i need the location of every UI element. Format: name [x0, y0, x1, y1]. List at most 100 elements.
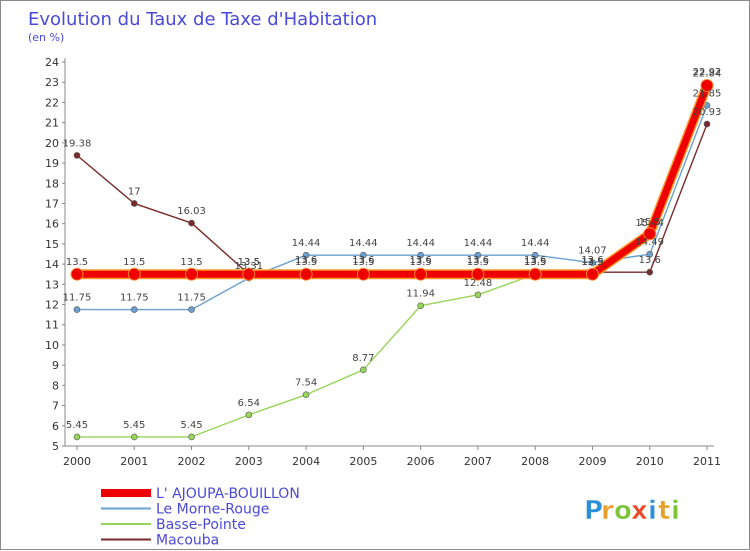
x-tick-label: 2006 — [407, 455, 435, 468]
data-label-macouba: 13.6 — [352, 255, 374, 266]
data-label-le-morne-rouge: 14.44 — [521, 238, 550, 249]
legend-label-l-ajoupa-bouillon: L' AJOUPA-BOUILLON — [156, 486, 300, 502]
data-label-basse-pointe: 13.5 — [581, 257, 603, 268]
data-label-l-ajoupa-bouillon: 13.5 — [524, 257, 546, 268]
data-label-le-morne-rouge: 14.44 — [349, 238, 378, 249]
data-label-basse-pointe: 5.45 — [66, 420, 88, 431]
y-tick-label: 17 — [45, 197, 59, 210]
legend-label-basse-pointe: Basse-Pointe — [156, 517, 246, 533]
data-label-l-ajoupa-bouillon: 22.84 — [693, 68, 722, 79]
data-label-l-ajoupa-bouillon: 13.5 — [180, 257, 202, 268]
data-label-basse-pointe: 8.77 — [352, 353, 374, 364]
y-tick-label: 15 — [45, 238, 59, 251]
x-tick-label: 2010 — [636, 455, 664, 468]
series-layer — [70, 78, 714, 441]
data-label-macouba: 13.6 — [581, 255, 603, 266]
point-le-morne-rouge — [474, 251, 482, 259]
point-l-ajoupa-bouillon — [70, 267, 84, 281]
data-label-l-ajoupa-bouillon: 13.5 — [352, 257, 374, 268]
data-label-macouba: 17 — [128, 186, 141, 197]
point-basse-pointe — [73, 433, 81, 441]
data-label-le-morne-rouge: 11.75 — [120, 293, 149, 304]
y-tick-label: 10 — [45, 339, 59, 352]
data-label-l-ajoupa-bouillon: 13.5 — [467, 257, 489, 268]
point-le-morne-rouge — [360, 251, 367, 259]
data-label-l-ajoupa-bouillon: 13.5 — [410, 257, 432, 268]
y-tick-label: 22 — [45, 96, 59, 109]
y-tick-label: 7 — [52, 400, 59, 413]
data-label-basse-pointe: 12.48 — [464, 278, 493, 289]
data-label-basse-pointe: 11.94 — [406, 289, 435, 300]
data-label-macouba: 16.03 — [177, 206, 206, 217]
y-tick-label: 20 — [45, 137, 59, 150]
point-l-ajoupa-bouillon — [585, 267, 599, 281]
data-label-macouba: 13.6 — [524, 255, 546, 266]
data-label-basse-pointe: 22.92 — [693, 67, 722, 78]
x-tick-label: 2011 — [693, 455, 721, 468]
data-label-basse-pointe: 13.5 — [524, 257, 546, 268]
data-label-le-morne-rouge: 21.85 — [693, 88, 722, 99]
point-l-ajoupa-bouillon — [242, 267, 256, 281]
logo-letter: i — [671, 496, 680, 526]
series-outline-l-ajoupa-bouillon — [77, 83, 712, 280]
data-label-l-ajoupa-bouillon: 13.5 — [66, 257, 88, 268]
point-l-ajoupa-bouillon — [356, 267, 370, 281]
y-tick-label: 23 — [45, 76, 59, 89]
data-label-le-morne-rouge: 11.75 — [63, 293, 92, 304]
axes: 5 6 7 8 9 10 11 12 13 14 15 16 17 18 19 20 21 22 23 24 2000 2… — [45, 56, 721, 468]
logo-letter: P — [584, 496, 603, 526]
point-basse-pointe — [360, 366, 367, 374]
x-tick-label: 2008 — [521, 455, 549, 468]
y-tick-label: 19 — [45, 157, 59, 170]
point-basse-pointe — [302, 391, 310, 398]
y-tick-label: 6 — [52, 420, 59, 433]
point-basse-pointe — [188, 433, 195, 441]
logo-letter: x — [631, 496, 648, 526]
y-tick-label: 24 — [45, 56, 59, 69]
x-tick-label: 2004 — [292, 455, 320, 468]
data-label-macouba: 13.6 — [467, 255, 489, 266]
chart-title: Evolution du Taux de Taxe d'Habitation — [28, 9, 377, 30]
point-l-ajoupa-bouillon — [643, 227, 657, 241]
point-le-morne-rouge — [302, 251, 310, 259]
data-label-le-morne-rouge: 14.44 — [406, 238, 435, 249]
data-label-basse-pointe: 7.54 — [295, 378, 317, 389]
point-le-morne-rouge — [531, 251, 539, 259]
data-label-l-ajoupa-bouillon: 15.5 — [639, 217, 661, 228]
point-le-morne-rouge — [589, 259, 596, 266]
series-line-le-morne-rouge — [77, 105, 708, 311]
data-label-macouba: 13.5 — [238, 257, 260, 268]
data-label-macouba: 20.93 — [693, 107, 722, 118]
y-tick-label: 5 — [52, 440, 59, 453]
y-tick-label: 14 — [45, 258, 59, 271]
legend-label-le-morne-rouge: Le Morne-Rouge — [156, 502, 269, 518]
logo-letter: t — [658, 496, 670, 526]
point-le-morne-rouge — [73, 306, 81, 313]
point-macouba — [703, 120, 711, 128]
x-tick-label: 2000 — [63, 455, 91, 468]
x-tick-label: 2005 — [349, 455, 377, 468]
x-tick-label: 2002 — [178, 455, 206, 468]
point-l-ajoupa-bouillon — [185, 267, 199, 281]
data-label-basse-pointe: 5.45 — [180, 420, 202, 431]
data-label-basse-pointe: 6.54 — [238, 398, 260, 409]
logo-letter: r — [601, 496, 614, 526]
point-macouba — [73, 152, 81, 159]
x-tick-label: 2009 — [578, 455, 606, 468]
proxiti-logo: Pr o x i t i — [584, 496, 681, 527]
point-l-ajoupa-bouillon — [127, 267, 141, 281]
y-tick-label: 9 — [52, 359, 59, 372]
data-label-l-ajoupa-bouillon: 13.5 — [238, 257, 260, 268]
y-tick-label: 11 — [45, 319, 59, 332]
point-macouba — [130, 200, 138, 207]
y-tick-label: 13 — [45, 278, 59, 291]
point-basse-pointe — [417, 302, 424, 310]
point-basse-pointe — [245, 411, 253, 419]
point-macouba — [646, 268, 654, 276]
point-le-morne-rouge — [130, 306, 138, 313]
data-label-le-morne-rouge: 11.75 — [177, 293, 206, 304]
data-label-l-ajoupa-bouillon: 13.5 — [295, 257, 317, 268]
logo-letter: i — [648, 496, 657, 526]
x-tick-label: 2007 — [464, 455, 492, 468]
